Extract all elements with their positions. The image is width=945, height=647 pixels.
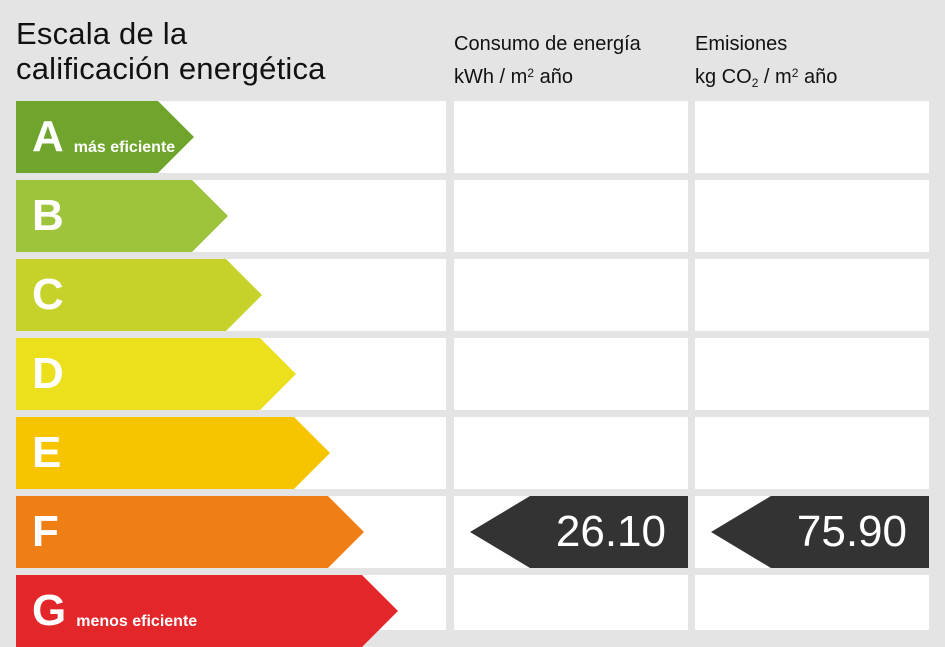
consumo-cell-d (454, 338, 688, 410)
consumo-cell-c (454, 259, 688, 331)
energy-class-note: más eficiente (73, 139, 176, 156)
page-title: Escala de la calificación energética (16, 16, 326, 86)
emisiones-cell-e (695, 417, 929, 489)
emisiones-cell-b (695, 180, 929, 252)
emisiones-cell-a (695, 101, 929, 173)
emisiones-header-label: Emisiones (695, 33, 788, 55)
energy-class-letter: B (32, 191, 64, 240)
energy-class-arrow-f: F (16, 496, 364, 568)
emisiones-cell-g (695, 575, 929, 630)
emisiones-header-unit: kg CO2 / m2 año (695, 66, 838, 90)
energy-class-arrow-b: B (16, 180, 228, 252)
consumo-column-header: Consumo de energía kWh / m2 año (454, 30, 641, 92)
emisiones-column-header: Emisiones kg CO2 / m2 año (695, 30, 837, 98)
consumo-header-label: Consumo de energía (454, 33, 641, 55)
energy-class-arrow-e: E (16, 417, 330, 489)
energy-class-letter: G (32, 586, 67, 635)
consumo-cell-a (454, 101, 688, 173)
title-line-1: Escala de la (16, 16, 188, 51)
energy-class-letter: A (32, 112, 64, 161)
energy-class-letter: D (32, 349, 64, 398)
energy-class-arrow-c: C (16, 259, 262, 331)
energy-class-note: menos eficiente (76, 613, 198, 630)
title-line-2: calificación energética (16, 51, 326, 86)
consumo-cell-g (454, 575, 688, 630)
energy-class-letter: C (32, 270, 64, 319)
consumo-cell-e (454, 417, 688, 489)
energy-class-arrow-d: D (16, 338, 296, 410)
consumo-header-unit: kWh / m2 año (454, 66, 573, 88)
emisiones-cell-c (695, 259, 929, 331)
energy-class-letter: E (32, 428, 62, 477)
consumo-cell-b (454, 180, 688, 252)
energy-class-letter: F (32, 507, 59, 556)
emisiones-cell-d (695, 338, 929, 410)
